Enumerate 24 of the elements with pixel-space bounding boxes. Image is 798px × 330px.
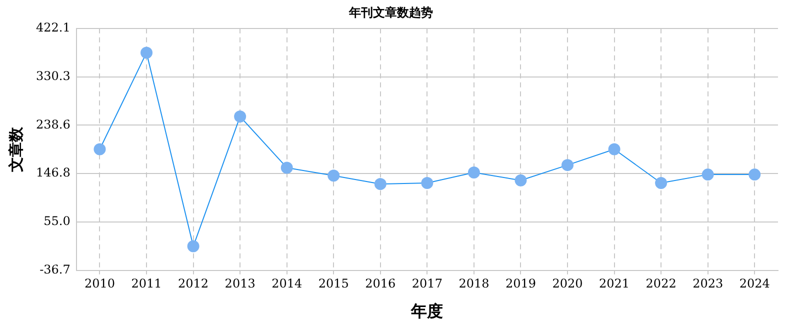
y-tick-label: 55.0 [44,214,70,228]
y-tick-label: 238.6 [36,117,70,132]
x-tick-label: 2021 [599,276,630,291]
x-tick-label: 2011 [131,276,162,291]
x-tick-label: 2016 [365,276,396,291]
chart-title: 年刊文章数趋势 [348,5,433,20]
y-tick-label: 422.1 [36,20,70,35]
x-tick-label: 2015 [318,276,349,291]
x-axis-title: 年度 [410,302,444,321]
x-tick-label: 2010 [84,276,116,291]
y-tick-label: -36.7 [40,262,70,277]
x-tick-label: 2017 [412,276,442,291]
x-tick-label: 2013 [224,276,256,291]
y-tick-label: 330.3 [36,68,70,83]
x-tick-label: 2020 [552,276,583,291]
x-tick-label: 2012 [178,276,209,291]
x-tick-label: 2014 [272,276,302,291]
x-tick-label: 2018 [458,276,490,291]
x-tick-label: 2022 [646,276,676,291]
x-tick-label: 2023 [692,276,724,291]
y-axis-title: 文章数 [6,126,25,173]
y-tick-label: 146.8 [36,166,70,180]
x-tick-label: 2019 [505,276,536,291]
x-tick-label: 2024 [739,276,770,291]
